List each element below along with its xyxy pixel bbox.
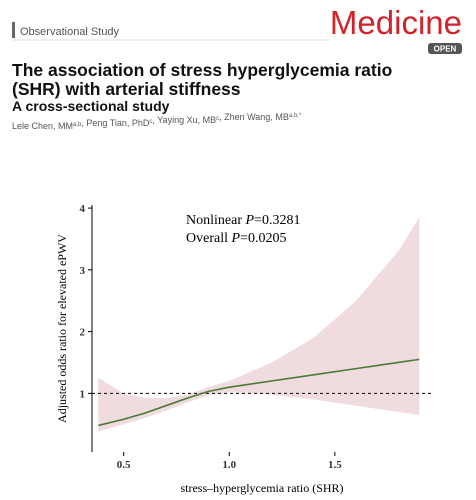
annotation-value: =0.0205 xyxy=(240,231,286,246)
subtitle: A cross-sectional study xyxy=(12,98,170,114)
author-affiliation: a,b xyxy=(73,122,82,128)
annotation: Nonlinear P=0.3281 xyxy=(186,213,300,228)
x-tick-label: 0.5 xyxy=(117,459,131,471)
annotation-value: =0.3281 xyxy=(254,213,300,228)
annotation-italic: P xyxy=(230,231,240,246)
author-affiliation: c xyxy=(149,119,152,125)
annotation-text: Nonlinear xyxy=(186,213,245,228)
x-tick-label: 1.0 xyxy=(222,459,236,471)
author-name: , Peng Tian, PhD xyxy=(81,118,150,128)
y-tick-label: 1 xyxy=(80,388,86,400)
title: (SHR) with arterial stiffness xyxy=(12,79,241,99)
authors: Lele Chen, MMa,b, Peng Tian, PhDc, Yayin… xyxy=(12,112,302,131)
annotation-text: Overall xyxy=(186,231,231,246)
annotation-italic: P xyxy=(244,213,254,228)
section-bar xyxy=(12,22,15,38)
chart: 1 2 3 4 0.5 1.0 1.5 stress–hyperglycemia ratio … xyxy=(55,203,432,495)
author-affiliation: a,b,* xyxy=(289,113,302,119)
x-axis-label: stress–hyperglycemia ratio (SHR) xyxy=(180,481,343,495)
x-tick-label: 1.5 xyxy=(328,459,342,471)
y-tick-label: 3 xyxy=(80,265,86,277)
y-tick-label: 4 xyxy=(80,203,86,215)
title: The association of stress hyperglycemia … xyxy=(12,60,392,80)
fit-line xyxy=(98,358,420,427)
author-affiliation: c xyxy=(216,116,219,122)
confidence-band xyxy=(98,217,420,432)
author-name: , Yaying Xu, MB xyxy=(152,115,216,125)
annotation: Overall P=0.0205 xyxy=(186,231,286,246)
y-tick-label: 2 xyxy=(80,327,86,339)
journal-logo: Medicine xyxy=(330,4,462,41)
open-badge-text: OPEN xyxy=(434,45,457,54)
author-name: Lele Chen, MM xyxy=(12,121,73,131)
open-badge xyxy=(428,43,462,54)
section-label: Observational Study xyxy=(20,26,120,38)
author-name: , Zhen Wang, MB xyxy=(219,112,289,122)
y-axis-label: Adjusted odds ratio for elevated ePWV xyxy=(55,234,69,423)
